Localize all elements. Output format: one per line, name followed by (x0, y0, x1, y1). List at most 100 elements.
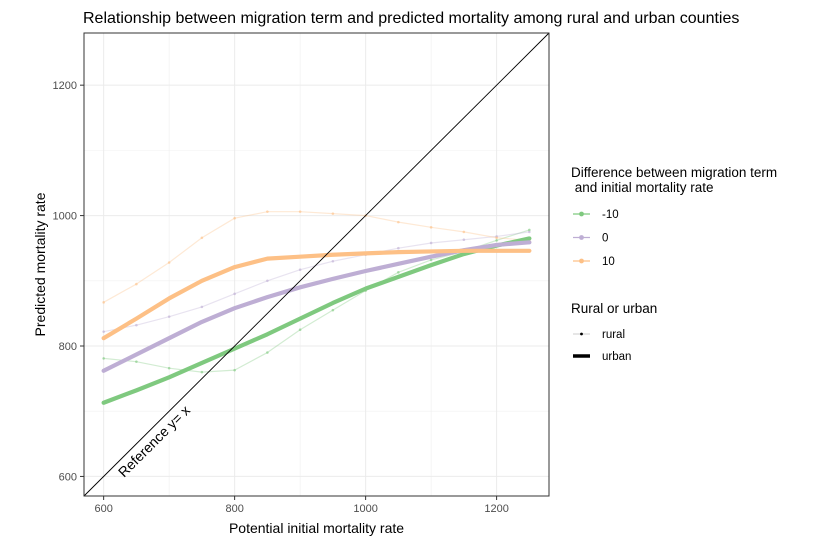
data-point-rural--10 (167, 366, 171, 370)
x-tick-label: 1200 (484, 503, 508, 515)
data-point-rural-0 (167, 315, 171, 318)
series-rural-10 (102, 210, 531, 304)
data-point-urban--10 (134, 388, 139, 393)
data-point-rural-10 (266, 210, 269, 213)
x-tick-label: 1000 (353, 503, 377, 515)
data-point-rural--10 (528, 228, 531, 232)
data-point-rural-0 (200, 305, 204, 309)
data-point-rural-0 (397, 246, 400, 250)
data-point-rural-0 (528, 230, 531, 234)
data-point-urban-10 (167, 296, 171, 301)
legend-item-type-urban: urban (573, 351, 631, 363)
data-point-urban-0 (101, 368, 106, 373)
series-line-rural-0 (103, 231, 530, 333)
data-point-rural-10 (331, 212, 335, 215)
data-point-urban--10 (396, 275, 401, 279)
data-point-urban-0 (396, 262, 401, 266)
data-point-urban-10 (232, 265, 237, 269)
data-point-urban-10 (462, 249, 466, 253)
data-point-urban--10 (462, 252, 466, 256)
y-tick-label: 1200 (53, 80, 77, 92)
x-tick-label: 600 (94, 503, 112, 515)
data-point-rural-0 (233, 292, 236, 296)
data-point-rural--10 (233, 368, 236, 372)
data-point-urban-0 (200, 320, 204, 324)
data-point-rural-10 (167, 261, 171, 264)
data-point-rural-0 (298, 268, 302, 272)
data-point-rural-0 (266, 279, 269, 283)
data-point-rural--10 (331, 308, 335, 312)
y-tick-label: 800 (59, 341, 77, 353)
legend-type-items: rural urban (573, 329, 631, 363)
data-point-urban--10 (363, 286, 368, 291)
series-line-rural-10 (103, 211, 530, 303)
y-axis: 600 800 1000 1200 (53, 80, 84, 483)
data-point-urban-10 (265, 256, 270, 261)
x-axis-title: Potential initial mortality rate (229, 520, 404, 536)
data-point-rural-10 (397, 220, 400, 224)
data-point-rural--10 (200, 370, 204, 374)
legend-type-title: Rural or urban (571, 301, 657, 316)
data-point-rural-10 (200, 236, 204, 240)
plot-border (83, 32, 550, 497)
x-axis: 600 800 1000 1200 (94, 496, 509, 515)
data-point-rural-0 (462, 238, 466, 242)
data-point-rural-10 (233, 216, 236, 220)
legend-label: 0 (602, 233, 608, 245)
y-tick-label: 600 (59, 471, 77, 483)
data-point-urban-10 (363, 251, 368, 256)
legend: Difference between migration term and in… (571, 165, 777, 363)
data-point-urban-10 (101, 336, 106, 340)
legend-color-items: -10 0 10 (573, 209, 619, 268)
data-point-rural-0 (429, 241, 433, 245)
data-point-urban-0 (167, 336, 171, 340)
data-point-rural--10 (298, 328, 302, 332)
data-point-urban-10 (200, 279, 204, 283)
data-point-urban-0 (265, 295, 270, 299)
data-point-urban--10 (265, 332, 270, 337)
data-point-rural-10 (298, 210, 302, 213)
data-point-urban-0 (527, 240, 532, 245)
series-urban-10 (101, 248, 532, 341)
data-point-urban--10 (232, 346, 237, 351)
data-point-rural-10 (462, 230, 466, 234)
data-point-urban-0 (298, 285, 302, 290)
data-point-urban--10 (167, 375, 171, 380)
y-axis-title: Predicted mortality rate (32, 192, 48, 336)
data-point-rural-10 (102, 301, 105, 304)
data-point-rural-0 (102, 330, 105, 333)
x-tick-label: 800 (225, 503, 243, 515)
legend-item-type-rural: rural (573, 329, 625, 341)
y-tick-label: 1000 (53, 211, 77, 223)
series-layer (101, 210, 532, 405)
legend-key-dot (580, 332, 583, 336)
legend-key-dot (579, 258, 584, 264)
legend-label: 10 (602, 256, 615, 268)
data-point-urban-0 (429, 254, 433, 259)
legend-item-color-10: 10 (573, 256, 615, 268)
data-point-rural-10 (429, 226, 433, 229)
chart-title: Relationship between migration term and … (83, 10, 739, 27)
legend-item-color-0: 0 (573, 233, 608, 245)
data-point-rural-10 (495, 236, 498, 240)
data-point-urban-0 (232, 306, 237, 310)
series-line-urban-10 (101, 248, 532, 341)
data-point-rural--10 (102, 357, 105, 360)
data-point-urban-10 (134, 316, 139, 321)
data-point-urban--10 (298, 316, 302, 321)
data-point-rural--10 (397, 271, 400, 274)
legend-key-dot (579, 235, 584, 240)
legend-key-dot (579, 211, 584, 217)
data-point-rural--10 (266, 351, 269, 354)
legend-label: -10 (602, 209, 619, 221)
data-point-urban-10 (494, 249, 499, 253)
data-point-urban--10 (331, 301, 335, 305)
data-point-urban-10 (527, 249, 532, 253)
data-point-urban-0 (331, 277, 335, 281)
plot-area: Reference y= x (83, 32, 550, 497)
data-point-urban-0 (494, 243, 499, 247)
data-point-urban-0 (363, 269, 368, 273)
data-point-urban-0 (134, 352, 139, 357)
legend-label: rural (602, 329, 625, 341)
